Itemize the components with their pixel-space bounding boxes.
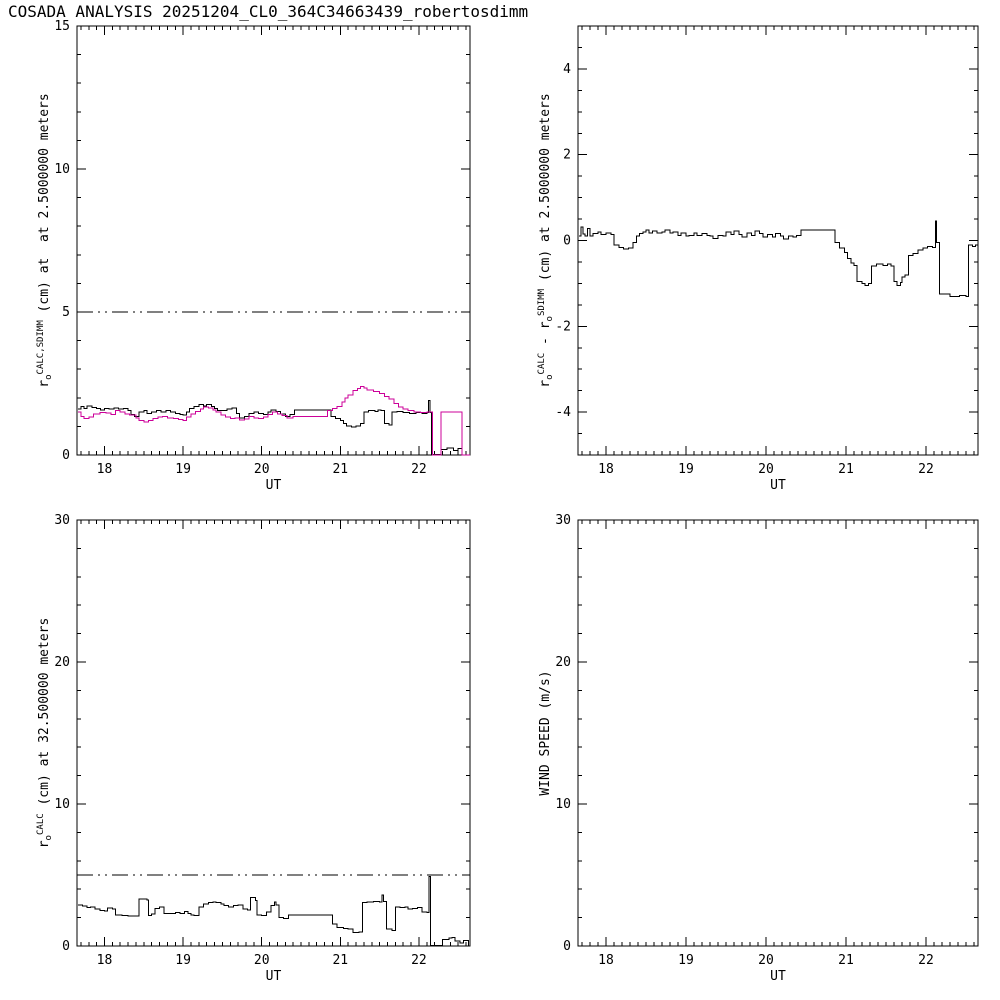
x-tick-label: 20 <box>254 953 270 968</box>
y-tick-label: 10 <box>54 162 70 177</box>
y-axis-title: roCALC,SDIMM (cm) at at 2.5000000 meters <box>36 93 54 387</box>
y-tick-label: 0 <box>62 448 70 463</box>
x-axis-title: UT <box>770 969 786 984</box>
y-axis-title: roCALC (cm) at 32.500000 meters <box>36 618 54 849</box>
y-tick-label: 2 <box>563 148 571 163</box>
x-tick-label: 20 <box>758 953 774 968</box>
y-axis-title: roCALC - roSDIMM (cm) at 2.5000000 meter… <box>537 93 555 387</box>
x-tick-label: 18 <box>97 953 113 968</box>
plot-frame-r0-calc-sdimm-2p5m <box>76 25 471 456</box>
panel-wind-speed: 18 19 20 21 22 0 10 20 30 UT WIND SPEED (m/s) <box>538 513 979 984</box>
x-axis-title: UT <box>266 478 282 493</box>
x-tick-label: 21 <box>838 953 854 968</box>
x-tick-label: 21 <box>332 953 348 968</box>
y-tick-label: 10 <box>555 797 571 812</box>
x-tick-label: 21 <box>838 462 854 477</box>
y-tick-label: 30 <box>555 513 571 528</box>
y-tick-label: 15 <box>54 19 70 34</box>
panel-r0-calc-sdimm-2p5m: 18 19 20 21 22 0 5 10 15 UT roCALC,SDIMM (cm) at a… <box>36 19 471 493</box>
plot-frame-wind-speed <box>577 519 979 947</box>
x-tick-label: 20 <box>758 462 774 477</box>
x-axis-title: UT <box>770 478 786 493</box>
x-tick-label: 18 <box>598 462 614 477</box>
y-tick-label: 0 <box>563 939 571 954</box>
x-tick-label: 20 <box>254 462 270 477</box>
x-tick-label: 22 <box>411 462 427 477</box>
y-tick-label: -2 <box>555 319 571 334</box>
panel-r0-diff-2p5m: 18 19 20 21 22 -4 -2 0 2 4 UT roCALC - roSDIMM (cm)… <box>537 25 979 493</box>
y-tick-label: 5 <box>62 305 70 320</box>
y-tick-label: 20 <box>54 655 70 670</box>
x-tick-label: 19 <box>678 462 694 477</box>
x-tick-label: 19 <box>175 953 191 968</box>
x-tick-label: 18 <box>598 953 614 968</box>
y-tick-label: 10 <box>54 797 70 812</box>
y-tick-label: 4 <box>563 62 571 77</box>
plot-frame-r0-calc-32p5m <box>76 519 471 947</box>
series-line <box>578 220 978 297</box>
y-tick-label: -4 <box>555 405 571 420</box>
x-tick-label: 19 <box>678 953 694 968</box>
series-line <box>77 385 470 456</box>
y-axis-title: WIND SPEED (m/s) <box>538 670 553 795</box>
y-tick-label: 30 <box>54 513 70 528</box>
y-tick-label: 20 <box>555 655 571 670</box>
x-tick-label: 22 <box>918 953 934 968</box>
x-tick-label: 18 <box>97 462 113 477</box>
plot-title: COSADA ANALYSIS 20251204_CL0_364C3466343… <box>8 2 529 21</box>
x-tick-label: 22 <box>411 953 427 968</box>
series-line <box>77 875 469 946</box>
x-axis-title: UT <box>266 969 282 984</box>
plot-frame-r0-diff-2p5m <box>577 25 979 456</box>
x-tick-label: 22 <box>918 462 934 477</box>
x-tick-label: 21 <box>332 462 348 477</box>
x-tick-label: 19 <box>175 462 191 477</box>
y-tick-label: 0 <box>62 939 70 954</box>
panel-r0-calc-32p5m: 18 19 20 21 22 0 10 20 30 UT roCALC (cm) at 32.500… <box>36 513 471 984</box>
y-tick-label: 0 <box>563 234 571 249</box>
